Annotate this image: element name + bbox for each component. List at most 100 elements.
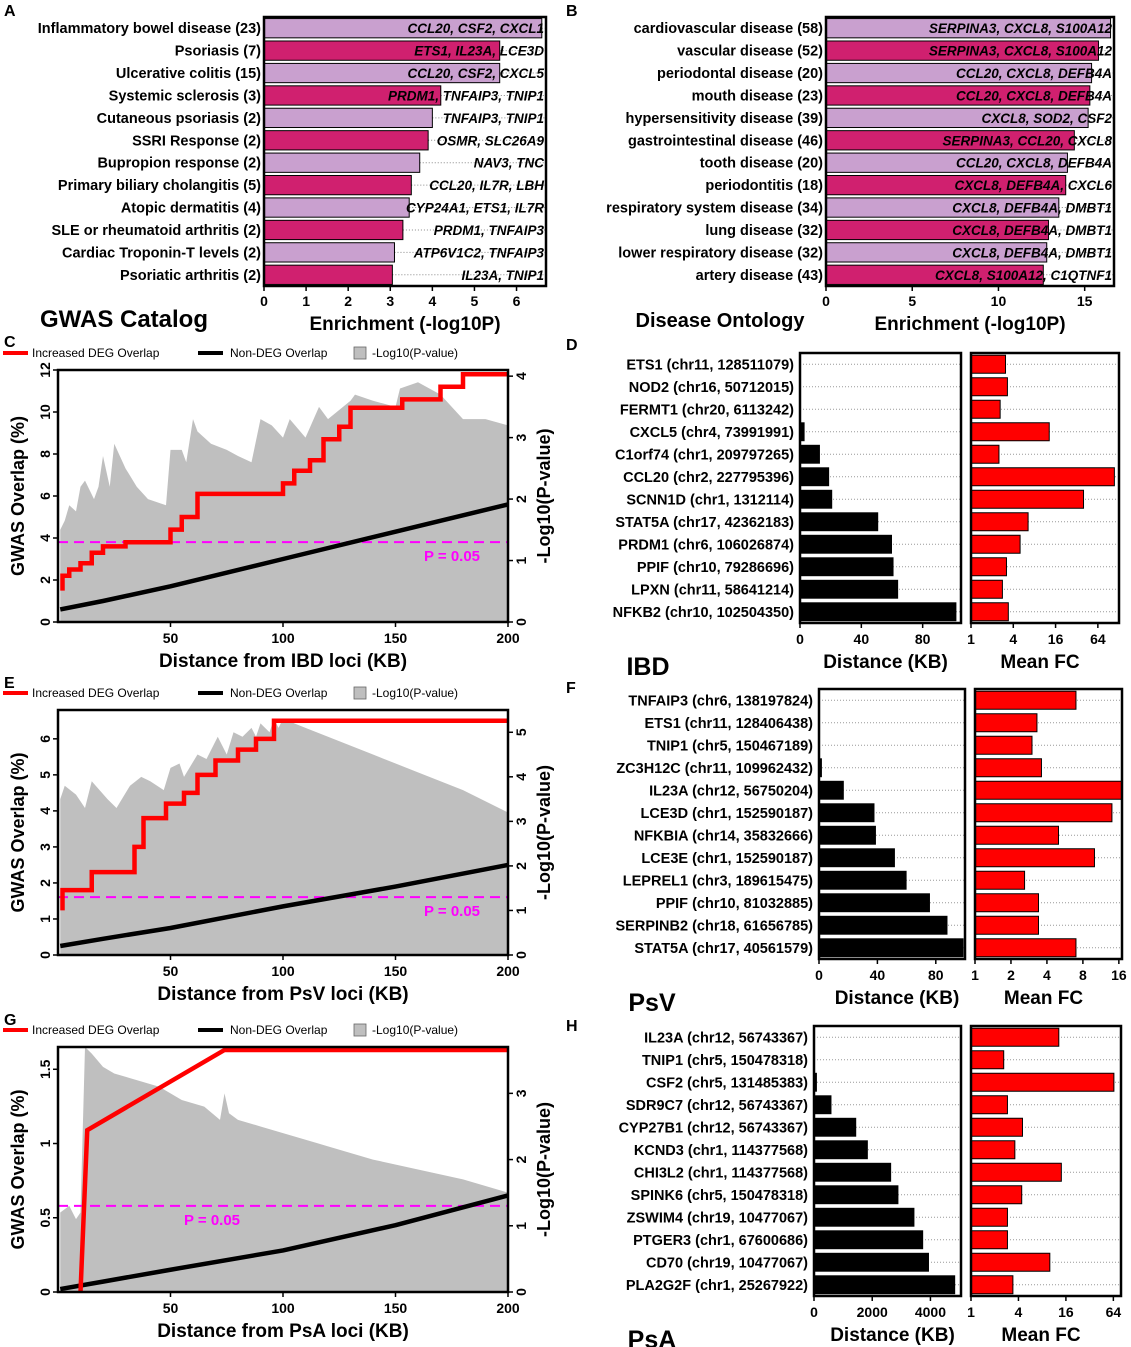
gene-label: CXCL8, DEFB4A, DMBT1: [952, 245, 1112, 260]
fold-change-bar: [974, 803, 1113, 823]
gene-label: PRDM1, TNFAIP3, TNIP1: [388, 88, 544, 103]
distance-frame: [798, 351, 963, 625]
fold-change-bar: [970, 1185, 1023, 1205]
y-tick-label: 1: [37, 1139, 53, 1147]
y2-tick-label: 4: [513, 372, 529, 380]
gene-label: CCL20, IL7R, LBH: [429, 178, 544, 193]
fold-change-bar: [970, 1162, 1062, 1182]
category-label: Atopic dermatitis (4): [121, 201, 261, 217]
gene-label: NAV3, TNC: [474, 156, 545, 171]
x-tick-label: 6: [513, 293, 521, 309]
gene-label: CXCL8, DEFB4A, CXCL6: [954, 178, 1112, 193]
distance-bar: [814, 1140, 868, 1160]
fold-change-bar: [974, 893, 1039, 913]
panel-letter-b: B: [566, 3, 578, 20]
enrichment-bar: [263, 242, 395, 263]
x-axis-title: Enrichment (-log10P): [309, 314, 500, 335]
y2-tick-label: 5: [513, 728, 529, 736]
category-label: vascular disease (52): [677, 44, 823, 60]
x-tick-label: 0: [810, 1304, 818, 1320]
distance-bar: [814, 1072, 817, 1092]
x-tick-label: 200: [496, 1300, 520, 1316]
fold-change-bar: [970, 1140, 1016, 1160]
panel-d: ETS1 (chr11, 128511079) NOD2 (chr16, 5071…: [613, 351, 1121, 681]
fold-change-bar: [970, 1230, 1008, 1250]
y2-tick-label: 3: [513, 434, 529, 442]
y-axis-title: GWAS Overlap (%): [8, 416, 28, 576]
fold-change-bar: [970, 534, 1021, 554]
fold-change-bar: [970, 467, 1115, 487]
gene-label: ZC3H12C (chr11, 109962432): [616, 761, 813, 777]
fold-change-bar: [970, 444, 1000, 464]
panel-g: Increased DEG Overlap Non-DEG Overlap -Log…: [3, 1023, 554, 1342]
legend-increased-label: Increased DEG Overlap: [32, 686, 160, 700]
distance-bar: [819, 780, 844, 800]
gene-label: ETS1 (chr11, 128406438): [645, 716, 814, 732]
x-tick-label: 4000: [915, 1304, 946, 1320]
gene-label: OSMR, SLC26A9: [437, 133, 545, 148]
x-tick-label: 3: [386, 293, 394, 309]
distance-bar: [819, 915, 948, 935]
category-label: tooth disease (20): [700, 156, 823, 172]
gene-label: CCL20, CSF2, CXCL1: [407, 21, 544, 36]
y-axis-title: GWAS Overlap (%): [8, 752, 28, 912]
gene-label: SDR9C7 (chr12, 56743367): [626, 1098, 808, 1114]
fold-change-bar: [974, 870, 1026, 890]
distance-bar: [800, 512, 879, 532]
fold-change-bar: [974, 938, 1077, 958]
distance-bar: [800, 557, 894, 577]
category-label: periodontal disease (20): [657, 66, 823, 82]
plot-frame: [262, 15, 548, 288]
panel-c: Increased DEG Overlap Non-DEG Overlap -Log…: [3, 346, 554, 672]
gene-label: TNFAIP3 (chr6, 138197824): [628, 693, 813, 709]
x-tick-label: 64: [1090, 631, 1106, 647]
x-tick-label: 8: [1079, 967, 1087, 983]
category-label: Inflammatory bowel disease (23): [38, 21, 261, 37]
x-tick-label: 1: [971, 967, 979, 983]
fold-change-bar: [970, 1252, 1051, 1272]
gene-label: SCNN1D (chr1, 1312114): [626, 492, 794, 508]
x-tick-label: 4: [1009, 631, 1017, 647]
y-tick-label: 4: [37, 534, 53, 542]
category-label: mouth disease (23): [692, 88, 824, 104]
distance-bar: [800, 534, 892, 554]
x-axis-title: Distance from PsV loci (KB): [157, 984, 408, 1005]
x-tick-label: 15: [1077, 293, 1093, 309]
fold-change-bar: [970, 1050, 1005, 1070]
fold-change-bar: [970, 377, 1008, 397]
legend-pvalue-label: -Log10(P-value): [372, 346, 458, 360]
fold-change-bar: [970, 557, 1007, 577]
distance-bar: [819, 803, 875, 823]
gene-label: TNIP1 (chr5, 150478318): [642, 1053, 808, 1069]
y-tick-label: 8: [37, 450, 53, 458]
gene-label: ATP6V1C2, TNFAIP3: [413, 245, 545, 260]
enrichment-bar: [263, 107, 433, 129]
fold-change-frame: [969, 1024, 1123, 1298]
category-label: periodontitis (18): [705, 178, 823, 194]
y-axis-title: GWAS Overlap (%): [8, 1089, 28, 1249]
gene-label: CXCL8, DEFB4A, DMBT1: [952, 201, 1112, 216]
legend-pvalue-label: -Log10(P-value): [372, 686, 458, 700]
gene-label: IL23A (chr12, 56743367): [644, 1030, 808, 1046]
x-tick-label: 80: [915, 631, 931, 647]
distance-frame: [817, 687, 967, 961]
x-tick-label: 16: [1111, 967, 1127, 983]
y2-axis-title: -Log10(P-value): [534, 428, 554, 563]
x-tick-label: 2000: [857, 1304, 888, 1320]
legend-nondeg-label: Non-DEG Overlap: [230, 686, 328, 700]
x-tick-label: 16: [1048, 631, 1064, 647]
fold-change-bar: [974, 825, 1060, 845]
fold-change-bar: [974, 758, 1042, 778]
fold-change-axis-title: Mean FC: [1001, 1325, 1080, 1346]
distance-axis-title: Distance (KB): [823, 652, 948, 673]
panel-a: Inflammatory bowel disease (23) CCL20, CS…: [38, 15, 548, 335]
category-label: artery disease (43): [696, 268, 824, 284]
fold-change-bar: [970, 1027, 1060, 1047]
distance-frame: [812, 1024, 963, 1298]
category-label: respiratory system disease (34): [606, 201, 823, 217]
category-label: SLE or rheumatoid arthritis (2): [52, 223, 262, 239]
x-tick-label: 150: [384, 963, 408, 979]
gene-label: PLA2G2F (chr1, 25267922): [626, 1278, 808, 1294]
y2-tick-label: 1: [513, 556, 529, 564]
fold-change-bar: [974, 735, 1033, 755]
